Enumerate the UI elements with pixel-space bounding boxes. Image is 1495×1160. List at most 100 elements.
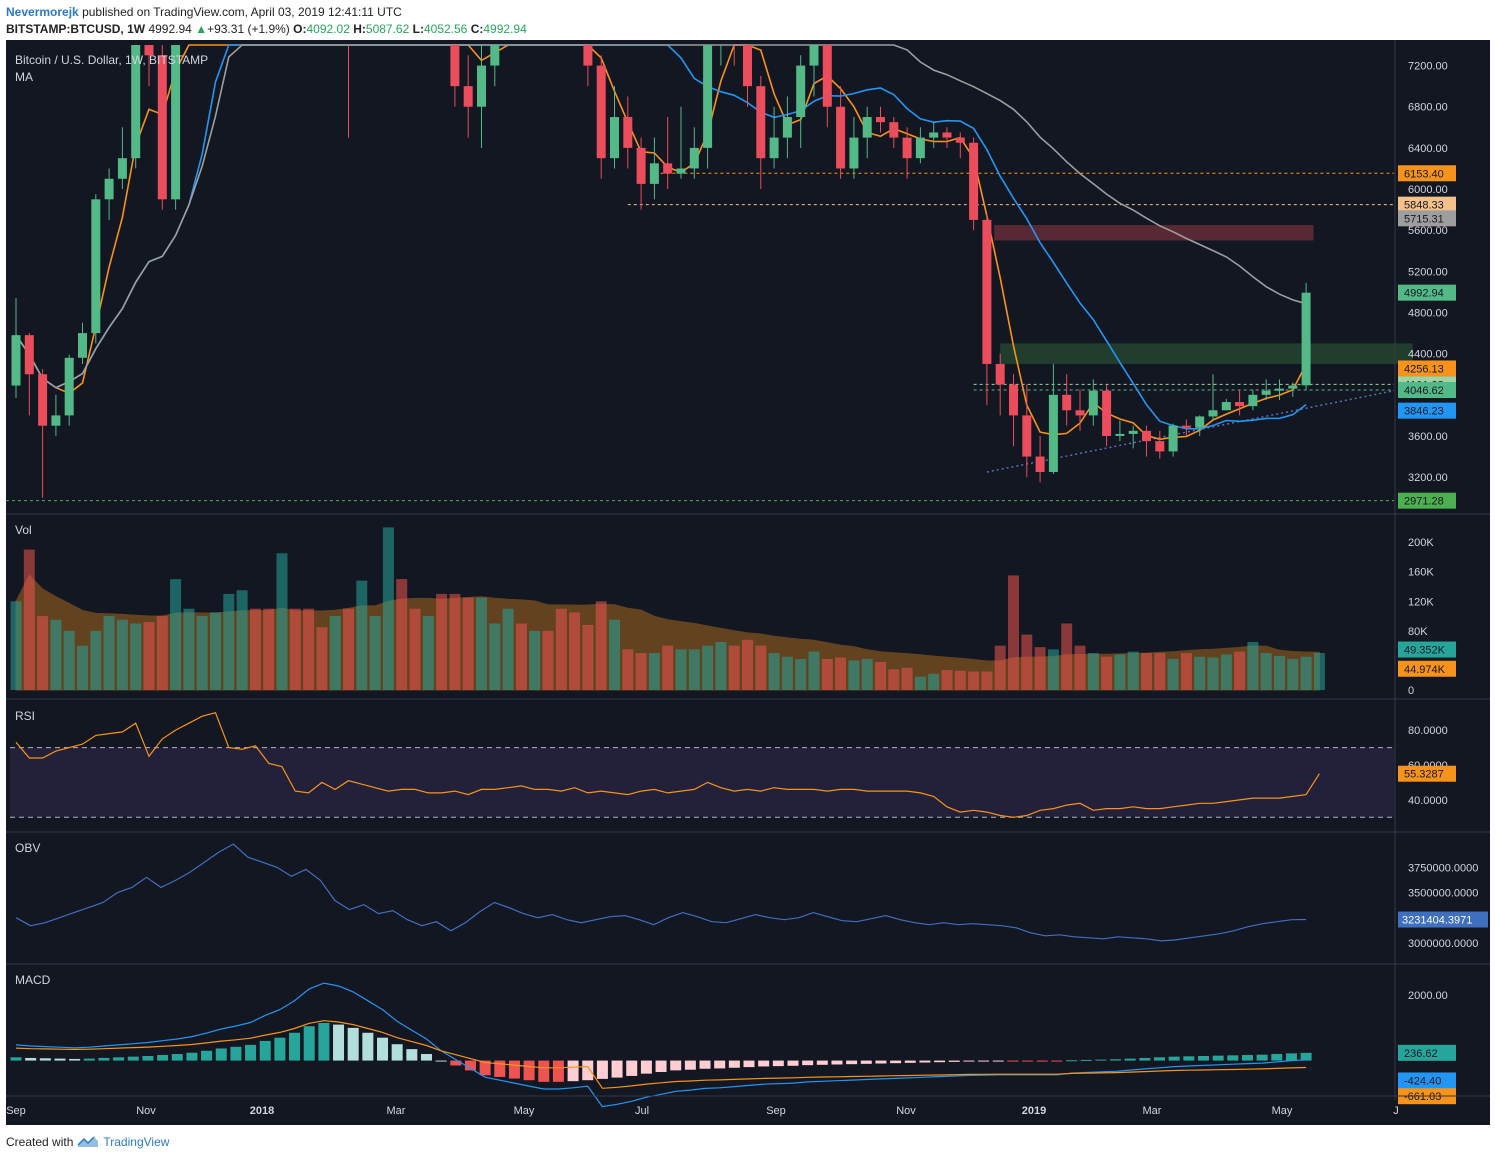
chart-canvas[interactable]: 7200.00 6800.00 6400.00 6000.00 5600.00 5200.… — [6, 40, 1490, 1125]
candle-body — [171, 45, 181, 200]
rsi-tick-label: 80.0000 — [1408, 725, 1448, 737]
candle-body — [1288, 385, 1298, 389]
volume-bar — [409, 608, 421, 690]
volume-bar — [289, 608, 301, 690]
volume-bar — [1313, 653, 1325, 690]
candle-body — [78, 333, 87, 358]
chart-area[interactable]: 7200.00 6800.00 6400.00 6000.00 5600.00 5200.… — [6, 40, 1490, 1125]
volume-bar — [688, 649, 700, 690]
volume-bar — [529, 630, 541, 690]
macd-histogram-bar — [420, 1054, 432, 1061]
volume-bar — [236, 590, 248, 690]
time-tick-label: Sep — [6, 1105, 26, 1117]
macd-histogram-bar — [54, 1058, 66, 1061]
rsi-band — [10, 747, 1394, 818]
macd-histogram-bar — [113, 1057, 125, 1061]
volume-value-label: 44.974K — [1404, 664, 1446, 676]
open-label: O: — [293, 22, 307, 36]
volume-bar — [662, 645, 674, 690]
obv-line — [15, 843, 1307, 942]
price-level-tag — [1398, 492, 1456, 509]
volume-tick-label: 200K — [1408, 537, 1434, 549]
price-level-tag — [1398, 210, 1456, 227]
volume-bar — [170, 579, 182, 690]
price-level-tag — [1398, 284, 1456, 301]
volume-bar — [449, 593, 461, 690]
volume-bar — [1141, 653, 1152, 690]
macd-histogram-bar — [406, 1049, 418, 1061]
candle-body — [1035, 456, 1045, 472]
author-link[interactable]: Nevermorejk — [6, 5, 79, 19]
volume-value-tag — [1398, 641, 1456, 658]
rsi-value-label: 55.3287 — [1404, 769, 1444, 781]
volume-pane: 200K 160K 120K 80K 0 49.352K 44.974K — [10, 527, 1456, 697]
price-tick-label: 4800.00 — [1408, 308, 1448, 320]
candle-body — [703, 45, 713, 148]
volume-bar — [303, 608, 315, 690]
volume-bar — [476, 597, 487, 690]
volume-bar — [90, 630, 102, 690]
macd-histogram-bar — [1256, 1054, 1268, 1061]
volume-bar — [675, 649, 687, 690]
obv-value-tag — [1398, 911, 1488, 928]
macd-histogram-bar — [758, 1060, 770, 1067]
high-value: 5087.62 — [365, 22, 410, 36]
candle-body — [1075, 410, 1085, 416]
volume-bar — [1274, 656, 1285, 690]
candle-body — [1142, 430, 1151, 442]
volume-bar — [1260, 653, 1272, 690]
macd-histogram-bar — [699, 1060, 711, 1069]
price-level-tag — [1398, 382, 1456, 399]
created-with-label: Created with — [6, 1135, 74, 1149]
change-value: +93.31 (+1.9%) — [207, 22, 290, 36]
macd-histogram-bar — [567, 1060, 579, 1082]
volume-bar — [968, 671, 980, 690]
macd-histogram-bar — [655, 1060, 667, 1073]
volume-bar — [795, 658, 807, 690]
volume-bar — [755, 645, 767, 690]
macd-histogram-bar — [1080, 1059, 1092, 1061]
candle-body — [676, 168, 686, 174]
macd-histogram-bar — [670, 1060, 682, 1071]
price-level-label: 4992.94 — [1404, 288, 1444, 300]
volume-bar — [835, 657, 847, 690]
candle-body — [104, 178, 114, 200]
tradingview-brand[interactable]: TradingView — [103, 1135, 170, 1149]
price-level-label: 2971.28 — [1404, 496, 1444, 508]
candle-body — [51, 415, 61, 426]
volume-bar — [1101, 656, 1113, 690]
volume-bar — [861, 658, 873, 690]
time-tick-label: 2019 — [1022, 1105, 1046, 1117]
time-tick-label: May — [514, 1105, 535, 1117]
high-label: H: — [353, 22, 366, 36]
price-level-label: 3846.23 — [1404, 406, 1444, 418]
candle-body — [1195, 416, 1205, 428]
candle-body — [1208, 410, 1218, 417]
macd-histogram-bar — [934, 1060, 946, 1063]
volume-bar — [555, 608, 567, 690]
macd-histogram-bar — [435, 1060, 447, 1062]
macd-histogram-bar — [245, 1044, 257, 1061]
candle-body — [1009, 384, 1018, 416]
candle-body — [1128, 430, 1138, 434]
macd-histogram-bar — [494, 1060, 506, 1077]
volume-bar — [1207, 657, 1219, 690]
macd-histogram-bar — [978, 1060, 990, 1062]
publish-date: published on TradingView.com, April 03, … — [82, 5, 402, 19]
volume-bar — [249, 608, 261, 690]
open-value: 4092.02 — [306, 22, 350, 36]
volume-bar — [569, 612, 581, 690]
volume-bar — [276, 553, 288, 690]
ma-indicator-label: MA — [15, 70, 33, 84]
volume-bar — [143, 622, 155, 690]
volume-bar — [436, 593, 448, 690]
macd-histogram-bar — [391, 1044, 403, 1061]
candle-body — [1168, 425, 1178, 452]
macd-histogram-bar — [787, 1060, 799, 1066]
macd-histogram-bar — [1110, 1059, 1122, 1061]
macd-histogram-bar — [523, 1060, 535, 1081]
candle-body — [649, 163, 659, 184]
close-value: 4992.94 — [483, 22, 527, 36]
volume-bar — [1220, 654, 1232, 690]
volume-bar — [1061, 623, 1073, 690]
